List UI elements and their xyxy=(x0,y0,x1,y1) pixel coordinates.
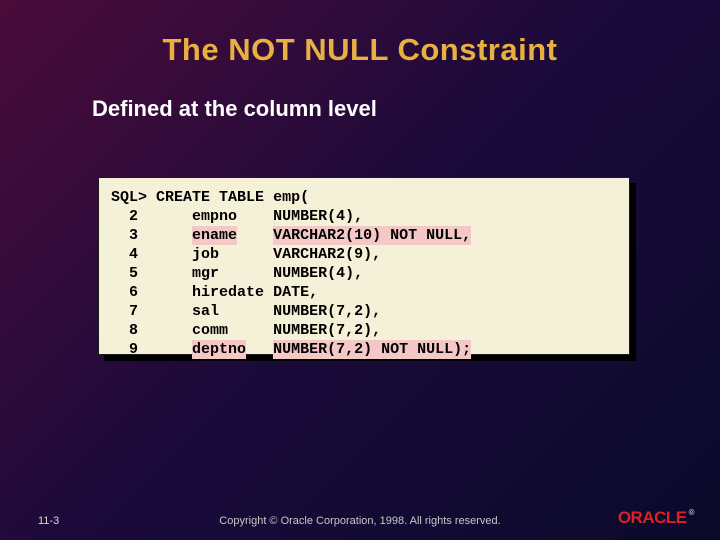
code-col-name: job xyxy=(192,246,219,263)
code-col-type: NUMBER(7,2), xyxy=(273,322,381,339)
code-lineno: 8 xyxy=(111,322,156,339)
copyright-text: Copyright © Oracle Corporation, 1998. Al… xyxy=(0,515,720,527)
code-line: 2 empno NUMBER(4), xyxy=(111,207,617,226)
code-block-body: SQL> CREATE TABLE emp( 2 empno NUMBER(4)… xyxy=(98,177,630,355)
code-col-type: DATE, xyxy=(273,284,318,301)
code-line: SQL> CREATE TABLE emp( xyxy=(111,188,617,207)
code-col-type: VARCHAR2(10) NOT NULL, xyxy=(273,226,471,245)
code-gap xyxy=(219,246,273,263)
code-lineno: 7 xyxy=(111,303,156,320)
code-line: 8 comm NUMBER(7,2), xyxy=(111,321,617,340)
oracle-logo-text: ORACLE xyxy=(618,508,687,527)
code-line: 6 hiredate DATE, xyxy=(111,283,617,302)
code-col-name: sal xyxy=(192,303,219,320)
code-line: 7 sal NUMBER(7,2), xyxy=(111,302,617,321)
slide-title: The NOT NULL Constraint xyxy=(0,0,720,68)
code-gap xyxy=(246,341,273,358)
code-col-name: empno xyxy=(192,208,237,225)
code-indent xyxy=(156,341,192,358)
code-lineno: 9 xyxy=(111,341,156,358)
code-gap xyxy=(219,265,273,282)
code-lineno: SQL> xyxy=(111,189,156,206)
code-col-type: NUMBER(4), xyxy=(273,208,363,225)
code-indent xyxy=(156,265,192,282)
slide-number: 11-3 xyxy=(38,515,59,527)
code-col-name: hiredate xyxy=(192,284,264,301)
code-lineno: 3 xyxy=(111,227,156,244)
code-col-name: deptno xyxy=(192,340,246,359)
code-lineno: 6 xyxy=(111,284,156,301)
footer: 11-3 Copyright © Oracle Corporation, 199… xyxy=(0,502,720,540)
code-line: 9 deptno NUMBER(7,2) NOT NULL); xyxy=(111,340,617,359)
code-col-name: mgr xyxy=(192,265,219,282)
code-col-type: VARCHAR2(9), xyxy=(273,246,381,263)
code-indent xyxy=(156,322,192,339)
registered-mark-icon: ® xyxy=(689,508,694,517)
slide-subtitle: Defined at the column level xyxy=(0,68,720,122)
code-col-type: emp( xyxy=(273,189,309,206)
code-gap xyxy=(219,303,273,320)
code-lineno: 4 xyxy=(111,246,156,263)
code-gap xyxy=(237,208,273,225)
code-lineno: 5 xyxy=(111,265,156,282)
code-line: 3 ename VARCHAR2(10) NOT NULL, xyxy=(111,226,617,245)
code-col-name: CREATE TABLE xyxy=(156,189,264,206)
code-line: 5 mgr NUMBER(4), xyxy=(111,264,617,283)
oracle-logo: ORACLE® xyxy=(618,508,694,528)
code-indent xyxy=(156,246,192,263)
code-col-type: NUMBER(7,2), xyxy=(273,303,381,320)
code-col-type: NUMBER(4), xyxy=(273,265,363,282)
code-indent xyxy=(156,303,192,320)
code-col-name: comm xyxy=(192,322,228,339)
code-lineno: 2 xyxy=(111,208,156,225)
code-line: 4 job VARCHAR2(9), xyxy=(111,245,617,264)
code-col-name: ename xyxy=(192,226,237,245)
code-indent xyxy=(156,227,192,244)
code-gap xyxy=(228,322,273,339)
code-indent xyxy=(156,208,192,225)
code-block: SQL> CREATE TABLE emp( 2 empno NUMBER(4)… xyxy=(98,177,630,355)
code-gap xyxy=(264,284,273,301)
code-col-type: NUMBER(7,2) NOT NULL); xyxy=(273,340,471,359)
code-gap xyxy=(264,189,273,206)
code-indent xyxy=(156,284,192,301)
code-gap xyxy=(237,227,273,244)
